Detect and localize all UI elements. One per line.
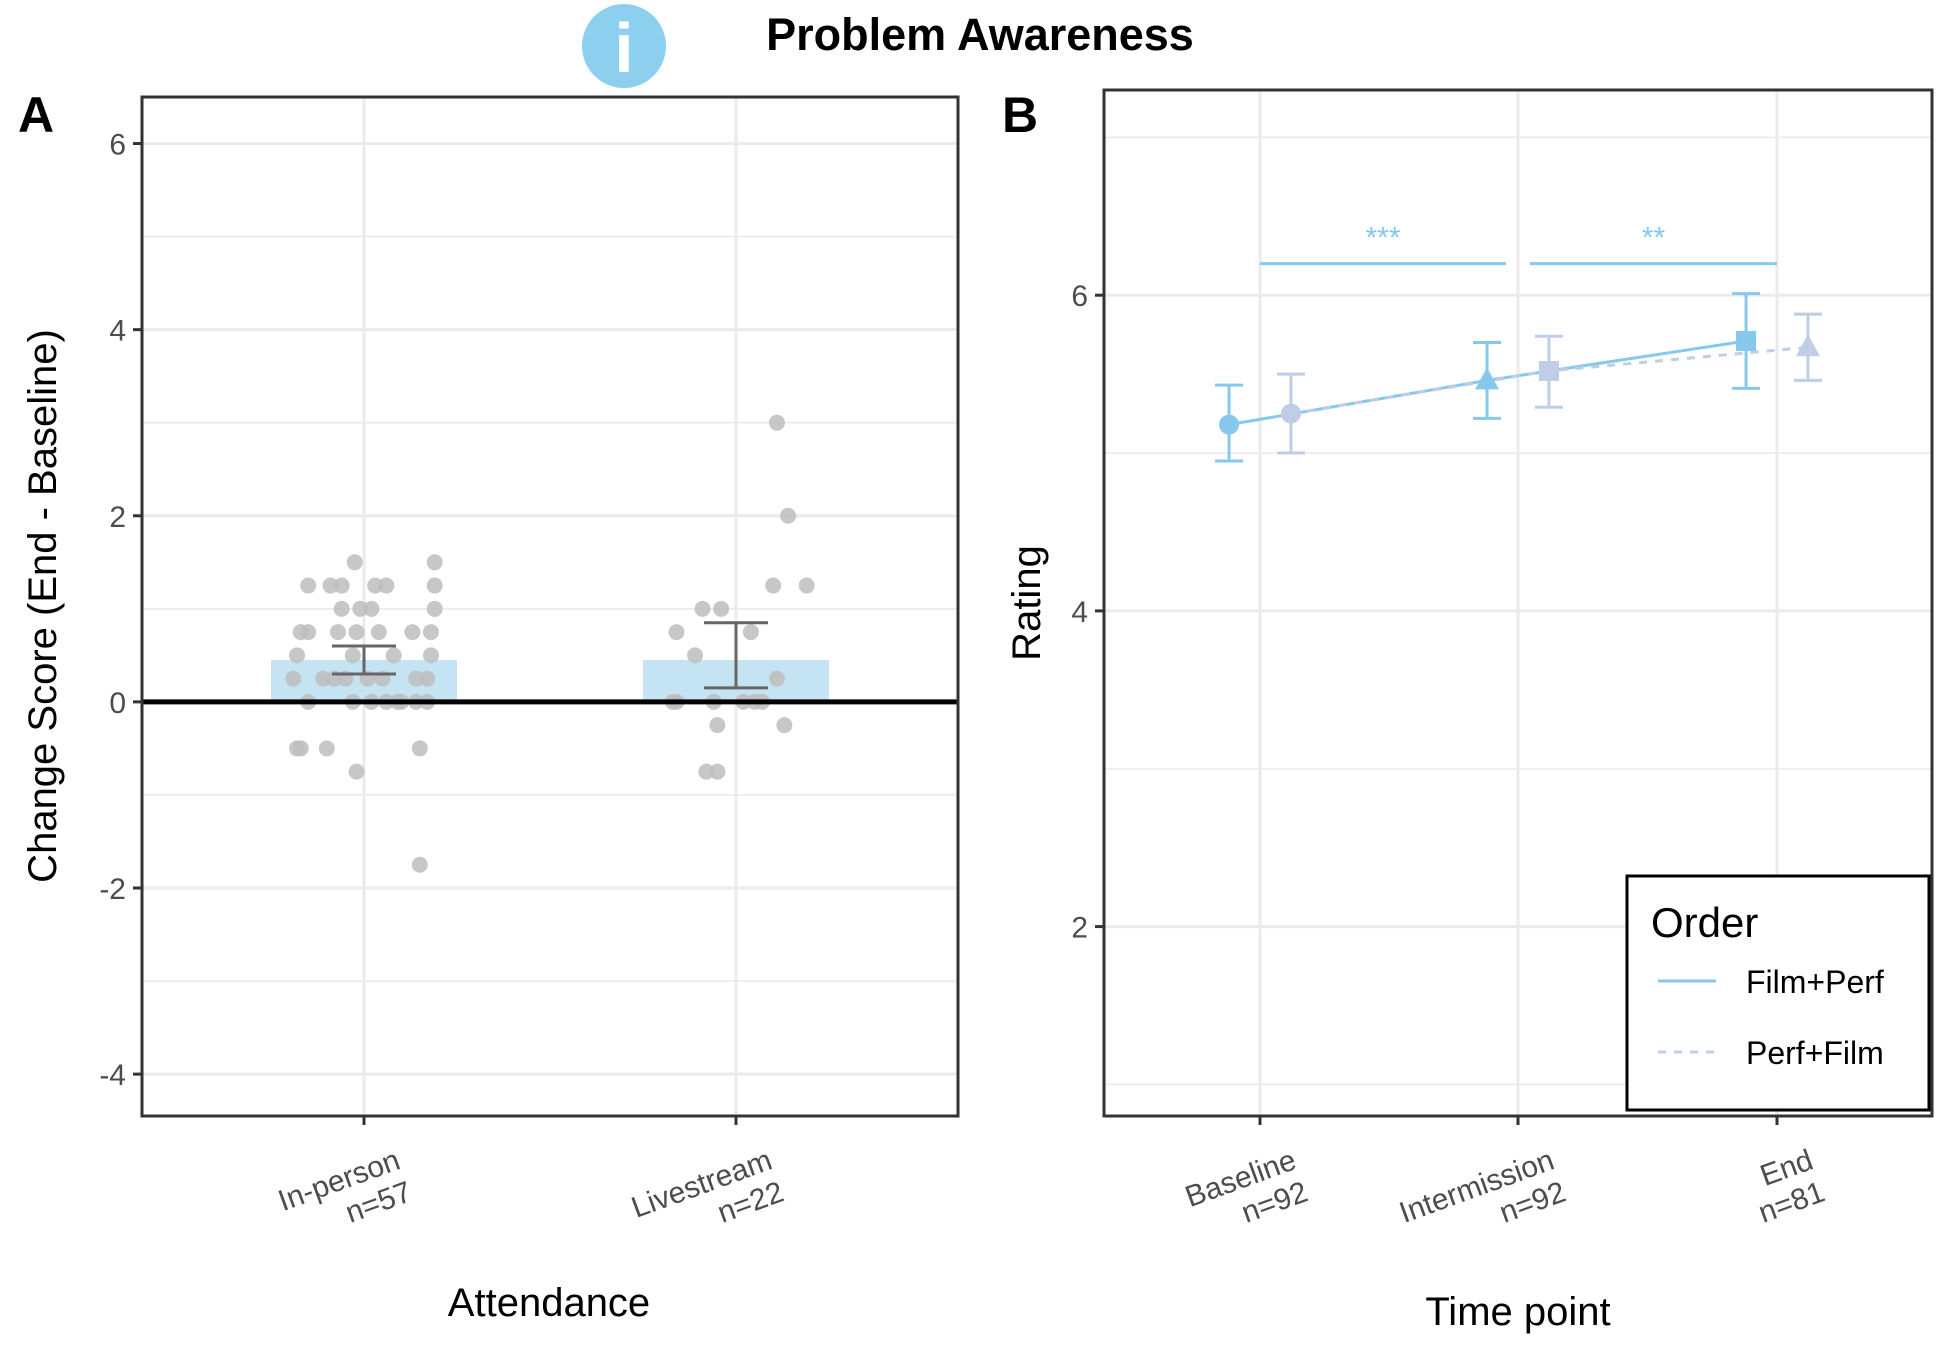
data-point: [668, 624, 685, 641]
info-icon: [582, 4, 666, 88]
legend-title: Order: [1651, 899, 1758, 946]
figure-header: i Problem Awareness: [582, 4, 1194, 88]
data-point: [322, 577, 339, 594]
marker-circle: [1280, 403, 1301, 424]
data-point: [404, 624, 421, 641]
data-point: [346, 554, 363, 571]
data-point: [370, 624, 387, 641]
data-point: [694, 600, 711, 617]
data-point: [344, 647, 361, 664]
significance-label: **: [1642, 222, 1666, 255]
data-point: [315, 670, 332, 687]
data-point: [768, 414, 785, 431]
legend-box: [1625, 874, 1931, 1112]
panel-b-y-axis: 2 4 6: [1071, 280, 1104, 945]
data-point: [426, 554, 443, 571]
info-icon-glyph: i: [614, 9, 633, 87]
data-point: [352, 600, 369, 617]
data-point: [709, 763, 726, 780]
y-tick-label: 6: [1071, 280, 1088, 313]
data-point: [318, 740, 335, 757]
data-point: [765, 577, 782, 594]
data-point: [419, 670, 436, 687]
marker-triangle: [1475, 367, 1500, 390]
data-point: [333, 600, 350, 617]
data-point: [422, 624, 439, 641]
y-tick-label: 4: [1071, 596, 1088, 629]
marker-square: [1736, 330, 1757, 351]
legend-label-perf-film: Perf+Film: [1746, 1035, 1884, 1071]
data-point: [411, 740, 428, 757]
data-point: [329, 624, 346, 641]
data-point: [363, 600, 380, 617]
data-point: [292, 740, 309, 757]
data-point: [798, 577, 815, 594]
marker-circle: [1219, 414, 1240, 435]
data-point: [426, 577, 443, 594]
panel-a-x-title: Attendance: [448, 1281, 650, 1325]
panel-b-letter: B: [1002, 87, 1038, 143]
significance-label: ***: [1365, 222, 1400, 255]
data-point: [348, 624, 365, 641]
data-point: [709, 717, 726, 734]
panel-a-gridlines: [142, 97, 958, 1116]
y-tick-label: 4: [109, 315, 126, 348]
data-point: [300, 577, 317, 594]
y-tick-label: -2: [99, 873, 126, 906]
y-tick-label: 2: [109, 501, 126, 534]
y-tick-label: 0: [109, 687, 126, 720]
data-point: [348, 763, 365, 780]
data-point: [780, 507, 797, 524]
data-point: [698, 763, 715, 780]
panel-a-letter: A: [18, 87, 54, 143]
panel-b-y-title: Rating: [1005, 545, 1049, 661]
panel-b-significance: *** **: [1260, 222, 1777, 266]
panel-a-errorbars: [332, 621, 768, 690]
marker-square: [1538, 360, 1559, 381]
data-point: [333, 577, 350, 594]
panel-a-frame: [140, 95, 960, 1118]
legend-label-film-perf: Film+Perf: [1746, 964, 1884, 1000]
data-point: [408, 670, 425, 687]
legend: Order Film+Perf Perf+Film: [1625, 874, 1931, 1112]
y-tick-label: 2: [1071, 912, 1088, 945]
y-tick-label: 6: [109, 129, 126, 162]
data-point: [285, 670, 302, 687]
data-point: [776, 717, 793, 734]
data-point: [713, 600, 730, 617]
data-point: [422, 647, 439, 664]
marker-triangle: [1795, 334, 1820, 357]
panel-b-x-title: Time point: [1425, 1290, 1610, 1334]
panel-a-y-title: Change Score (End - Baseline): [21, 329, 65, 883]
data-point: [411, 856, 428, 873]
data-point: [378, 577, 395, 594]
data-point: [742, 624, 759, 641]
data-point: [385, 647, 402, 664]
panel-a-y-axis: -4 -2 0 2 4 6: [99, 129, 142, 1092]
figure-title: Problem Awareness: [766, 9, 1194, 60]
y-tick-label: -4: [99, 1059, 126, 1092]
data-point: [289, 647, 306, 664]
data-point: [426, 600, 443, 617]
data-point: [300, 624, 317, 641]
panel-b-markers: [1219, 330, 1820, 435]
data-point: [768, 670, 785, 687]
data-point: [367, 577, 384, 594]
data-point: [687, 647, 704, 664]
